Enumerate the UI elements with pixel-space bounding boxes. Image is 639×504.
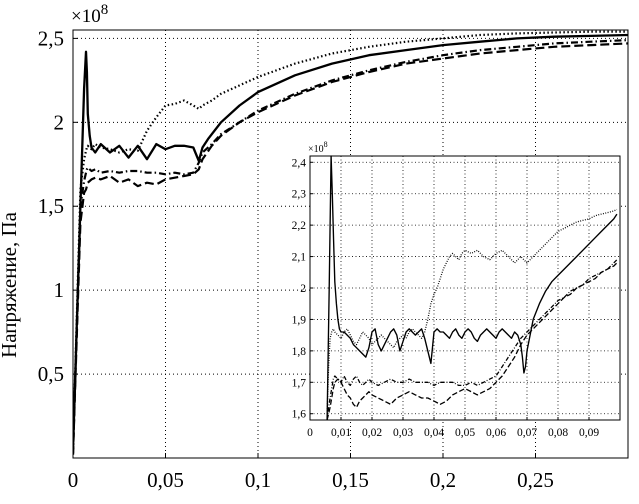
y-tick-label: 2,1 <box>292 252 307 264</box>
x-tick-label: 0,02 <box>362 427 382 439</box>
series-line-dashdot <box>73 39 628 455</box>
y-tick-label: 1,9 <box>292 314 307 326</box>
y-tick-label: 2 <box>54 110 65 134</box>
series-line-dotted <box>326 208 618 414</box>
y-tick-label: 2,4 <box>292 157 307 169</box>
series-line-dashed <box>326 262 618 420</box>
x-tick-label: 0,1 <box>245 468 271 492</box>
y-tick-label: 1,5 <box>38 194 64 218</box>
series-line-dashdot <box>326 259 618 420</box>
x-tick-label: 0,05 <box>147 468 184 492</box>
y-tick-label: 2 <box>300 283 306 295</box>
main-plot: 0 0,05 0,1 0,15 0,2 0,25 0,5 1 1,5 2 2,5 ×108 <box>38 2 629 492</box>
x-tick-label: 0,04 <box>424 427 444 439</box>
y-tick-label: 1 <box>54 278 65 302</box>
x-tick-label: 0,09 <box>579 427 599 439</box>
x-tick-label: 0 <box>68 468 79 492</box>
x-tick-label: 0,01 <box>331 427 351 439</box>
x-tick-label: 0,25 <box>517 468 554 492</box>
inset-plot: 0 0,01 0,02 0,03 0,04 0,05 0,06 0,07 0,08 0,09 1,6… <box>292 140 621 439</box>
x-tick-label: 0,05 <box>455 427 475 439</box>
y-tick-label: 1,8 <box>292 346 307 358</box>
series-line-dashed <box>73 42 628 455</box>
x-tick-label: 0,07 <box>517 427 537 439</box>
y-multiplier-label: ×108 <box>308 140 328 155</box>
x-tick-label: 0,08 <box>548 427 568 439</box>
y-multiplier-label: ×108 <box>71 2 108 27</box>
y-axis-title: Напряжение, Па <box>0 211 21 358</box>
y-tick-label: 0,5 <box>38 362 64 386</box>
series-line-solid <box>326 155 618 420</box>
series-line-dotted <box>73 30 628 454</box>
y-tick-label: 1,6 <box>292 409 307 421</box>
x-tick-label: 0,06 <box>486 427 506 439</box>
y-tick-label: 2,2 <box>292 220 307 232</box>
main-plot-series <box>73 30 628 455</box>
x-tick-label: 0 <box>307 427 313 439</box>
y-tick-label: 2,5 <box>38 26 64 50</box>
y-tick-label: 2,3 <box>292 189 307 201</box>
x-tick-label: 0,03 <box>393 427 413 439</box>
inset-plot-series <box>326 155 618 420</box>
series-line-solid <box>73 33 628 450</box>
x-tick-label: 0,15 <box>332 468 369 492</box>
x-tick-label: 0,2 <box>430 468 456 492</box>
y-tick-label: 1,7 <box>292 377 307 389</box>
